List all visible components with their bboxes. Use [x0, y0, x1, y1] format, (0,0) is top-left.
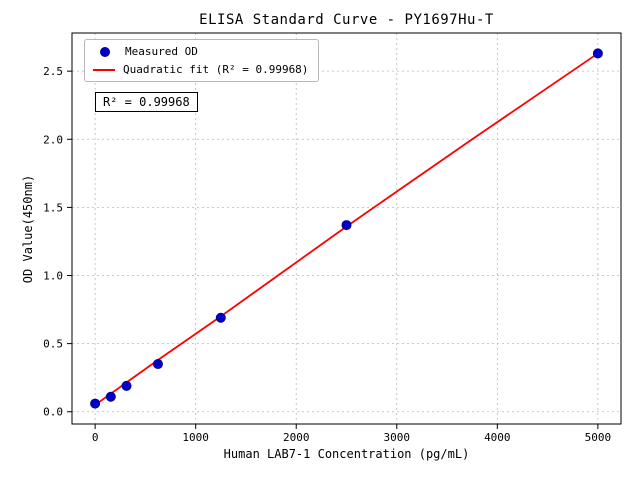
legend-label-quadratic-fit: Quadratic fit (R² = 0.99968) [123, 63, 309, 76]
y-tick-label: 0.0 [43, 406, 63, 419]
x-tick-label: 0 [92, 431, 99, 444]
quadratic-fit-line-icon [93, 68, 115, 71]
y-tick-label: 1.0 [43, 270, 63, 283]
measured-od-point [90, 398, 101, 409]
x-tick-label: 3000 [384, 431, 411, 444]
x-tick-label: 4000 [484, 431, 511, 444]
legend: Measured OD Quadratic fit (R² = 0.99968) [84, 39, 320, 82]
x-tick-label: 2000 [283, 431, 310, 444]
measured-od-marker-icon [100, 46, 110, 57]
measured-od-point [105, 391, 116, 402]
legend-label-measured-od: Measured OD [125, 45, 198, 58]
y-tick-label: 2.5 [43, 65, 63, 78]
legend-item-measured-od: Measured OD [93, 45, 308, 58]
x-tick-label: 1000 [182, 431, 209, 444]
r-squared-annotation: R² = 0.99968 [95, 92, 198, 112]
measured-od-point [152, 359, 163, 370]
y-axis-label: OD Value(450nm) [21, 174, 35, 284]
measured-od-point [121, 380, 132, 391]
chart-title: ELISA Standard Curve - PY1697Hu-T [199, 12, 494, 28]
legend-item-quadratic-fit: Quadratic fit (R² = 0.99968) [93, 63, 308, 76]
measured-od-point [341, 220, 352, 231]
x-axis-label: Human LAB7-1 Concentration (pg/mL) [223, 447, 470, 461]
y-tick-label: 2.0 [43, 133, 63, 146]
measured-od-point [215, 312, 226, 323]
y-tick-label: 0.5 [43, 338, 63, 351]
x-tick-label: 5000 [585, 431, 612, 444]
axes-frame [71, 32, 622, 425]
quadratic-fit-line [94, 52, 599, 406]
y-tick-label: 1.5 [43, 201, 63, 214]
measured-od-point [592, 48, 603, 59]
